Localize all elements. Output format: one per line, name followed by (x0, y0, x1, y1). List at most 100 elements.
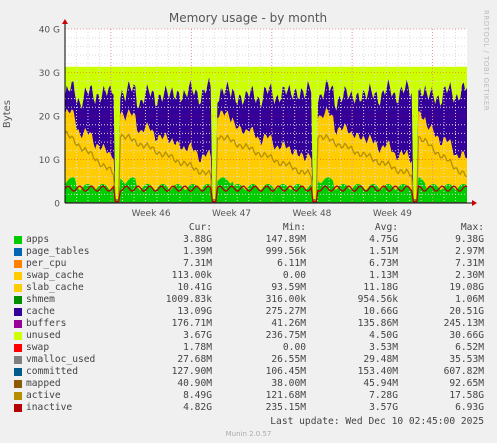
line-inactive (64, 184, 468, 203)
legend-avg: 1.51M (369, 246, 398, 257)
x-tick-label: Week 46 (132, 209, 171, 219)
legend-name: unused (26, 330, 61, 341)
legend-max: 2.30M (455, 270, 484, 281)
legend-avg: 4.50G (369, 330, 398, 341)
legend-swatch (14, 260, 22, 268)
legend-max: 6.52M (455, 342, 484, 353)
legend-min: 38.00M (271, 378, 306, 389)
legend-row-committed: committed 127.90M 106.45M 153.40M 607.82M (14, 366, 484, 378)
legend-name: inactive (26, 402, 73, 413)
legend-avg: 135.86M (357, 318, 398, 329)
legend-swatch (14, 380, 22, 388)
stacked-areas (65, 66, 467, 203)
y-tick-label: 40 G (39, 26, 60, 36)
legend-min: 6.11M (277, 258, 306, 269)
legend-cur: 1.39M (183, 246, 212, 257)
legend-row-shmem: shmem 1009.83k 316.00k 954.56k 1.06M (14, 294, 484, 306)
legend-max: 20.51G (449, 306, 484, 317)
legend-min: 121.68M (265, 390, 306, 401)
area-apps (65, 177, 467, 203)
legend-avg: 7.28G (369, 390, 398, 401)
legend-cur: 3.67G (183, 330, 212, 341)
legend-min: 316.00k (265, 294, 306, 305)
legend-max: 17.58G (449, 390, 484, 401)
legend-avg: 6.73M (369, 258, 398, 269)
legend-row-swap-cache: swap_cache 113.00k 0.00 1.13M 2.30M (14, 270, 484, 282)
legend-row-vmalloc-used: vmalloc_used 27.68M 26.55M 29.48M 35.53M (14, 354, 484, 366)
legend-swatch (14, 320, 22, 328)
legend-row-mapped: mapped 40.90M 38.00M 45.94M 92.65M (14, 378, 484, 390)
x-tick-label: Week 47 (212, 209, 251, 219)
legend-cur: 3.88G (183, 234, 212, 245)
x-tick-label: Week 48 (292, 209, 331, 219)
chart-title: Memory usage - by month (169, 11, 327, 25)
legend-swatch (14, 392, 22, 400)
legend-avg: 3.57G (369, 402, 398, 413)
legend-name: committed (26, 366, 78, 377)
legend-swatch (14, 368, 22, 376)
legend-row-page-tables: page_tables 1.39M 999.56k 1.51M 2.97M (14, 246, 484, 258)
grid-lines (65, 28, 467, 203)
legend-max: 1.06M (455, 294, 484, 305)
legend-swatch (14, 308, 22, 316)
legend-name: page_tables (26, 246, 90, 257)
legend-row-inactive: inactive 4.82G 235.15M 3.57G 6.93G (14, 402, 484, 414)
y-axis-label: Bytes (2, 100, 13, 129)
legend-max: 245.13M (443, 318, 484, 329)
legend-swatch (14, 344, 22, 352)
legend-name: swap_cache (26, 270, 84, 281)
y-tick-label: 30 G (39, 69, 60, 79)
col-min: Min: (282, 222, 306, 233)
legend-swatch (14, 356, 22, 364)
area-unused (65, 66, 467, 200)
legend-avg: 3.53M (369, 342, 398, 353)
legend-row-cache: cache 13.09G 275.27M 10.66G 20.51G (14, 306, 484, 318)
legend-avg: 1.13M (369, 270, 398, 281)
legend-cur: 8.49G (183, 390, 212, 401)
legend-name: apps (26, 234, 50, 245)
col-max: Max: (460, 222, 484, 233)
legend-cur: 7.31M (183, 258, 212, 269)
legend-min: 147.89M (265, 234, 306, 245)
legend-avg: 10.66G (363, 306, 398, 317)
line-active (64, 130, 467, 202)
legend-min: 0.00 (282, 270, 306, 281)
legend-cur: 10.41G (177, 282, 212, 293)
legend-avg: 29.48M (363, 354, 398, 365)
legend-cur: 127.90M (171, 366, 212, 377)
legend-row-apps: apps 3.88G 147.89M 4.75G 9.38G (14, 234, 484, 246)
legend-name: shmem (26, 294, 55, 305)
munin-version: Munin 2.0.57 (225, 430, 272, 438)
legend-name: mapped (26, 378, 61, 389)
legend-min: 275.27M (265, 306, 306, 317)
legend-avg: 11.18G (363, 282, 398, 293)
legend-min: 41.26M (271, 318, 306, 329)
last-update: Last update: Wed Dec 10 02:45:00 2025 (270, 416, 484, 427)
legend-cur: 13.09G (177, 306, 212, 317)
y-axis-arrow (62, 19, 68, 24)
legend-min: 235.15M (265, 402, 306, 413)
legend-cur: 40.90M (177, 378, 212, 389)
legend-name: cache (26, 306, 55, 317)
legend-swatch (14, 332, 22, 340)
y-tick-label: 10 G (39, 156, 60, 166)
legend-min: 0.00 (282, 342, 306, 353)
x-axis-arrow (472, 200, 477, 206)
legend-cur: 27.68M (177, 354, 212, 365)
y-tick-label: 20 G (39, 113, 60, 123)
legend-max: 607.82M (443, 366, 484, 377)
legend-min: 106.45M (265, 366, 306, 377)
legend-avg: 153.40M (357, 366, 398, 377)
legend-max: 35.53M (449, 354, 484, 365)
legend-row-per-cpu: per_cpu 7.31M 6.11M 6.73M 7.31M (14, 258, 484, 270)
legend-swatch (14, 272, 22, 280)
col-cur: Cur: (188, 222, 212, 233)
legend-max: 9.38G (455, 234, 484, 245)
legend-row-unused: unused 3.67G 236.75M 4.50G 30.66G (14, 330, 484, 342)
legend-max: 92.65M (449, 378, 484, 389)
legend-avg: 45.94M (363, 378, 398, 389)
legend-row-swap: swap 1.78M 0.00 3.53M 6.52M (14, 342, 484, 354)
legend-min: 236.75M (265, 330, 306, 341)
legend-swatch (14, 284, 22, 292)
legend-swatch (14, 296, 22, 304)
